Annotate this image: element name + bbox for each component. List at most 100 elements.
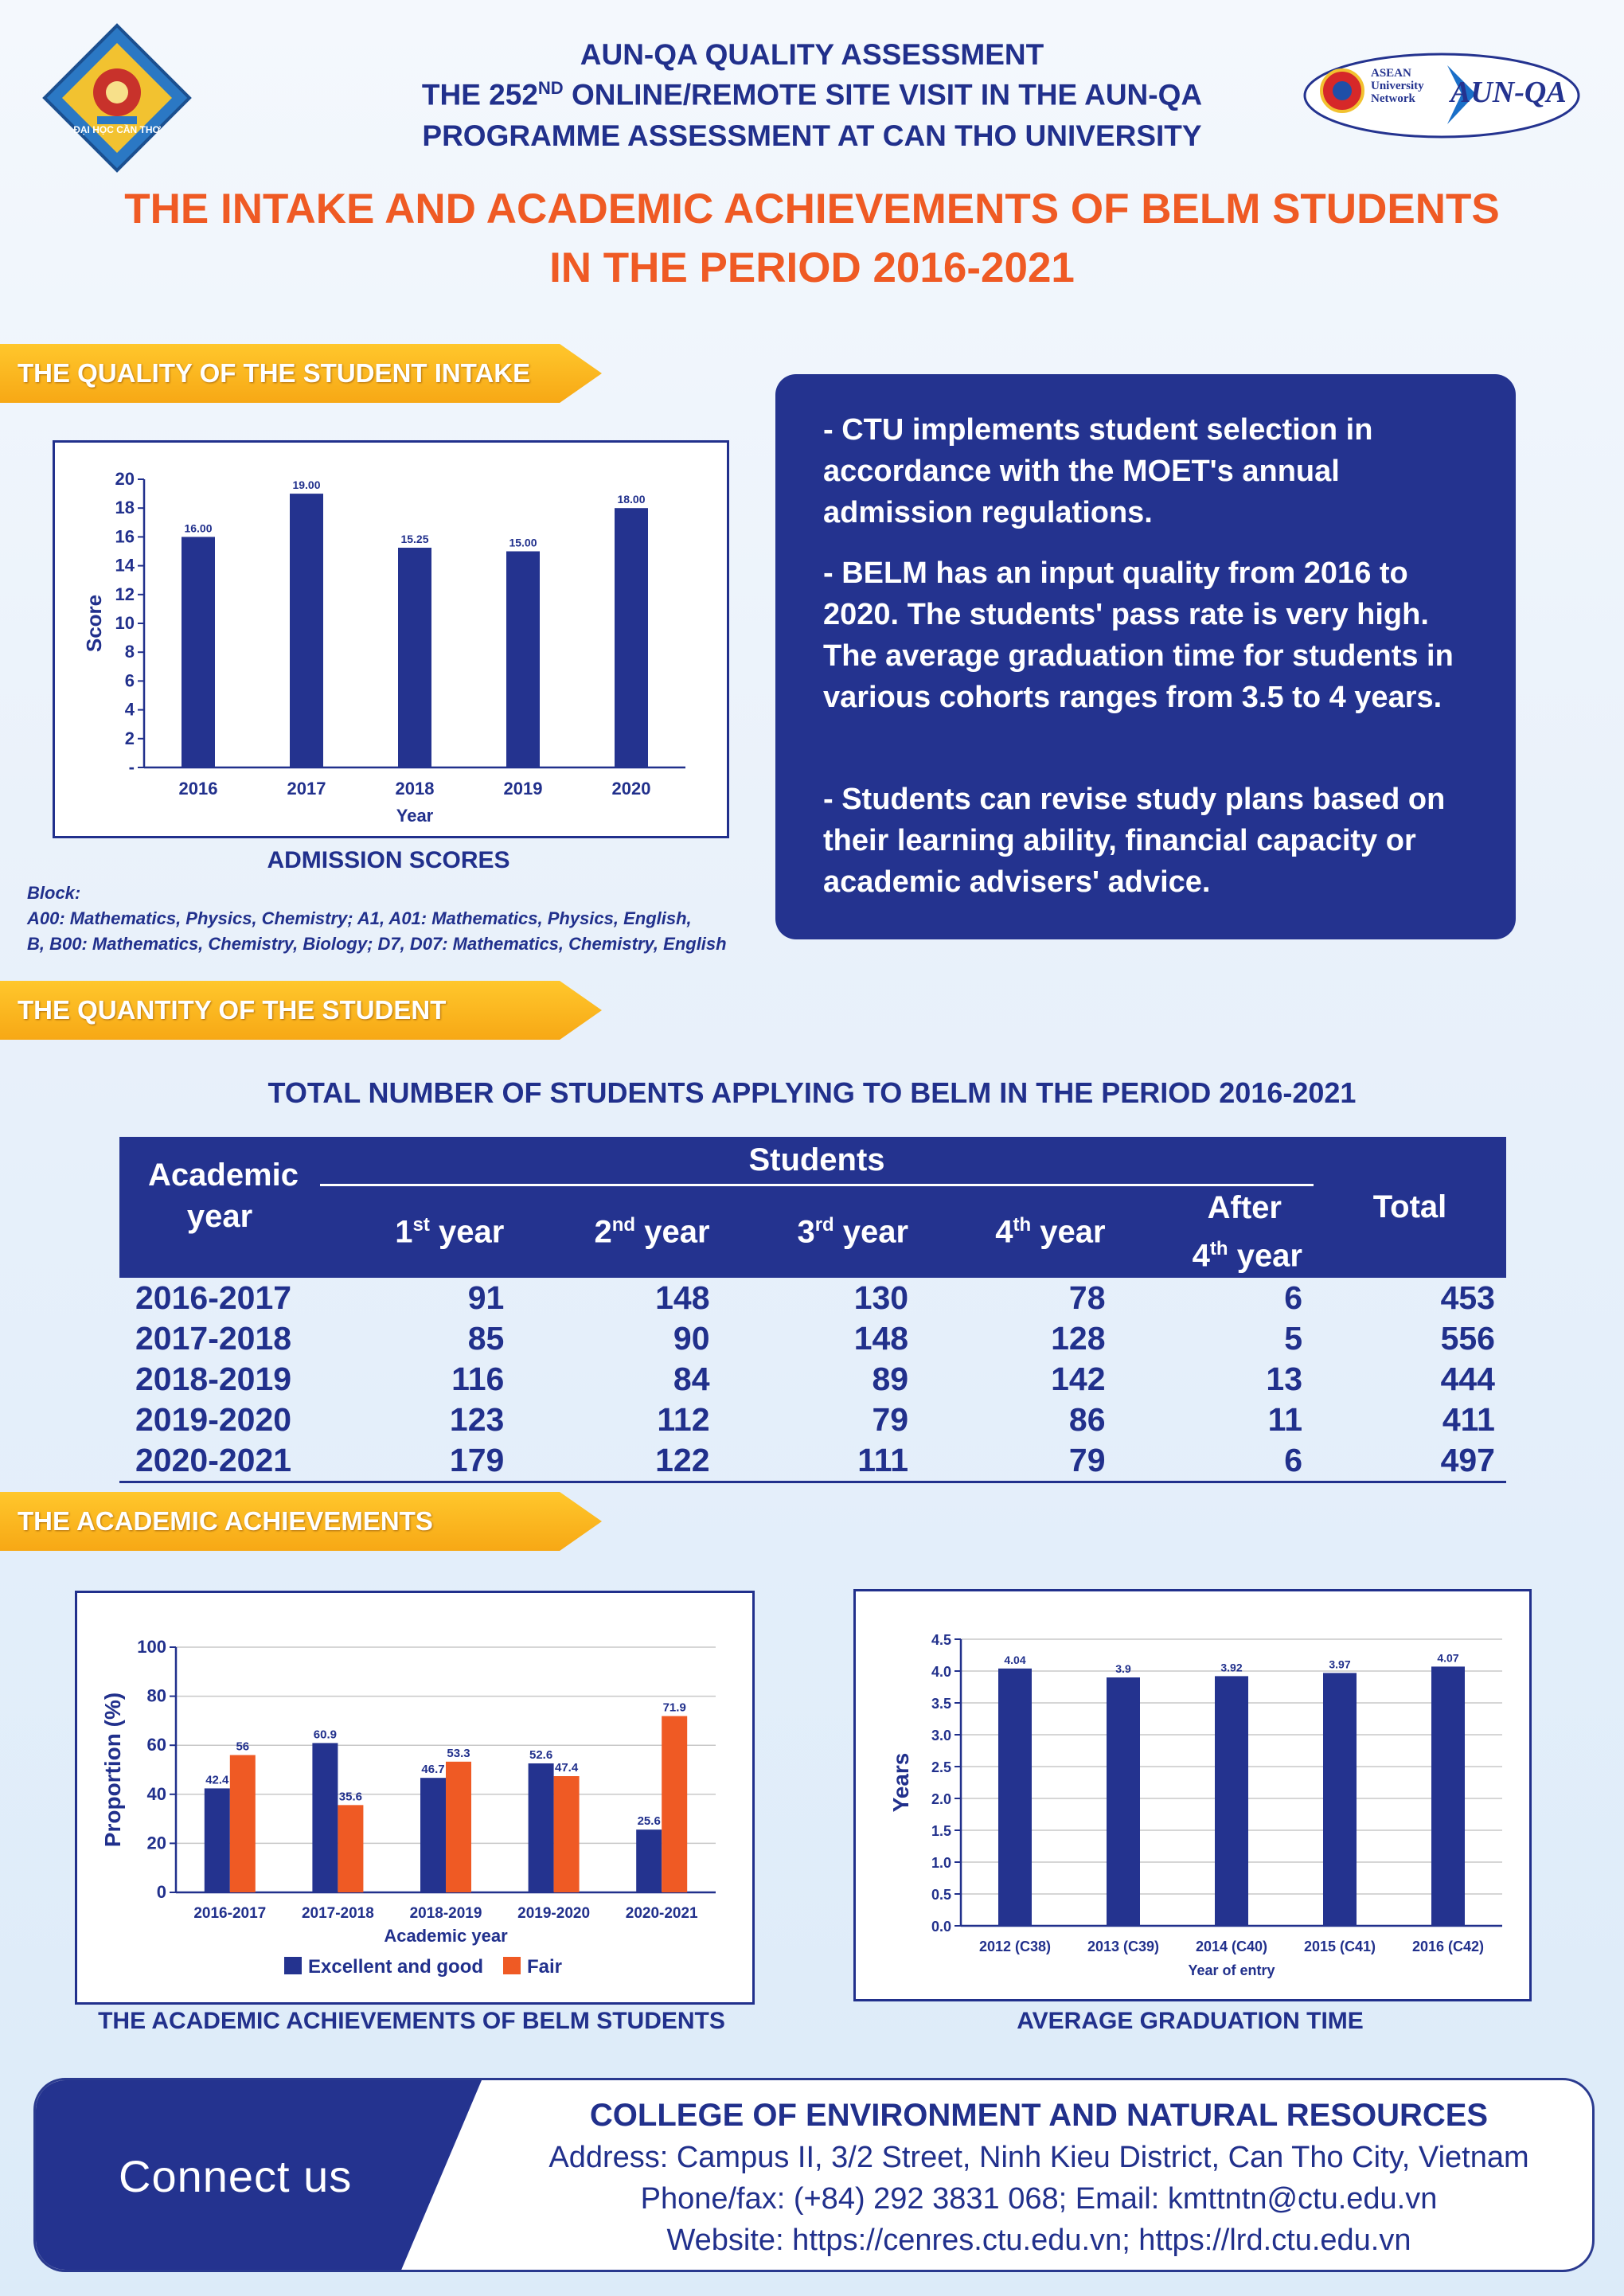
- x-tick-label: 2016 (C42): [1412, 1939, 1484, 1954]
- y-tick-label: 16: [115, 526, 135, 546]
- header-line-2-post: ONLINE/REMOTE SITE VISIT IN THE AUN-QA: [563, 78, 1203, 111]
- x-tick-label: 2019: [504, 779, 543, 799]
- data-label: 18.00: [617, 493, 645, 506]
- x-tick-label: 2016: [179, 779, 218, 799]
- bar: [338, 1805, 364, 1892]
- data-label: 35.6: [339, 1790, 362, 1803]
- th-after-num: 4: [1192, 1238, 1210, 1274]
- bar: [312, 1743, 338, 1892]
- aun-brand: AUN-QA: [1450, 76, 1567, 109]
- cell-y3: 130: [853, 1279, 909, 1316]
- y-tick-label: 2.5: [931, 1759, 951, 1775]
- th-4th-post: year: [1031, 1213, 1106, 1249]
- th-1st-year: 1st year: [320, 1185, 516, 1278]
- cell-y1: 123: [449, 1401, 505, 1438]
- header-line-2-sup: ND: [537, 78, 564, 98]
- table-row: 2018-2019 116 84 89 142 13 444: [119, 1359, 1506, 1400]
- cell-year: 2017-2018: [135, 1320, 292, 1357]
- bar: [528, 1763, 554, 1892]
- bar: [506, 551, 540, 767]
- cell-total: 411: [1442, 1401, 1495, 1438]
- th-1st-sup: st: [412, 1213, 430, 1236]
- y-tick-label: 12: [115, 584, 135, 604]
- section-title-achievements: THE ACADEMIC ACHIEVEMENTS: [18, 1506, 433, 1536]
- x-tick-label: 2020: [612, 779, 651, 799]
- bar: [553, 1776, 580, 1892]
- cell-year: 2018-2019: [135, 1361, 292, 1397]
- achievements-caption: THE ACADEMIC ACHIEVEMENTS OF BELM STUDEN…: [98, 2008, 725, 2034]
- th-after-label: After: [1207, 1190, 1282, 1226]
- cell-y2: 90: [673, 1320, 710, 1357]
- bar: [1431, 1666, 1465, 1926]
- cell-y1: 85: [467, 1320, 505, 1357]
- y-tick-label: 1.0: [931, 1855, 951, 1871]
- cell-y3: 111: [720, 1440, 920, 1483]
- cell-y1: 91: [467, 1279, 505, 1316]
- section-banner-quantity: THE QUANTITY OF THE STUDENT: [0, 981, 602, 1040]
- section-banner-intake: THE QUALITY OF THE STUDENT INTAKE: [0, 344, 602, 403]
- bar: [290, 494, 323, 767]
- legend-swatch: [284, 1957, 302, 1974]
- data-label: 47.4: [555, 1761, 579, 1775]
- cell-y2: 84: [673, 1361, 710, 1397]
- x-tick-label: 2012 (C38): [979, 1939, 1051, 1954]
- graduation-chart: 0.0 0.5 1.0 1.5 2.0 2.5 3.0 3.5 4.0 4.5 4.04 3.9 3.9…: [888, 1632, 1502, 1978]
- info-paragraph-2: - BELM has an input quality from 2016 to…: [823, 556, 1454, 714]
- aun-logo-icon: [1303, 53, 1580, 139]
- x-tick-label: 2013 (C39): [1087, 1939, 1159, 1954]
- block-line-2: B, B00: Mathematics, Chemistry, Biology;…: [27, 934, 727, 954]
- bar: [662, 1716, 688, 1892]
- x-tick-label: 2014 (C40): [1196, 1939, 1267, 1954]
- bar: [636, 1829, 662, 1892]
- y-tick-label: -: [129, 757, 135, 777]
- footer-phone: Phone/fax: (+84) 292 3831 068; Email: km…: [640, 2182, 1438, 2216]
- aun-line-2: University: [1371, 80, 1424, 92]
- th-students: Students: [320, 1137, 1314, 1186]
- ctu-logo-icon: [42, 23, 192, 173]
- footer: Connect us COLLEGE OF ENVIRONMENT AND NA…: [33, 2078, 1595, 2272]
- students-table: Academic year Students Total 1st year 2n…: [119, 1137, 1506, 1483]
- block-label: Block:: [27, 883, 81, 903]
- cell-y3: 89: [872, 1361, 909, 1397]
- bar: [446, 1761, 471, 1892]
- y-tick-label: 10: [115, 613, 135, 633]
- admission-chart-box: - 2 4 6 8 10 12 14 16 18 20 16.00 19.00 15.25 15.00 18.…: [53, 440, 729, 838]
- footer-website: Website: https://cenres.ctu.edu.vn; http…: [666, 2224, 1411, 2257]
- data-label: 4.07: [1437, 1651, 1458, 1664]
- cell-y3: 148: [853, 1320, 909, 1357]
- th-1st-num: 1: [395, 1213, 413, 1249]
- aun-logo: ASEAN University Network AUN-QA: [1302, 48, 1589, 143]
- x-axis-title: Academic year: [384, 1926, 508, 1946]
- th-after-4th-year: After 4th year: [1116, 1185, 1314, 1278]
- cell-year: 2019-2020: [135, 1401, 292, 1438]
- y-axis-title: Years: [888, 1753, 913, 1813]
- admission-scores-chart: - 2 4 6 8 10 12 14 16 18 20 16.00 19.00 15.25 15.00 18.…: [82, 469, 685, 826]
- cell-after: 6: [1116, 1440, 1314, 1483]
- cell-y2: 112: [657, 1401, 710, 1438]
- th-4th-sup: th: [1013, 1213, 1032, 1236]
- table-title: TOTAL NUMBER OF STUDENTS APPLYING TO BEL…: [267, 1076, 1357, 1109]
- cell-y4: 142: [1051, 1361, 1106, 1397]
- th-2nd-post: year: [635, 1213, 710, 1249]
- th-1st-post: year: [429, 1213, 505, 1249]
- legend-label: Fair: [527, 1956, 562, 1978]
- y-tick-label: 20: [147, 1833, 166, 1853]
- cell-year: 2016-2017: [135, 1279, 292, 1316]
- th-academic-year: Academic year: [119, 1137, 320, 1278]
- info-paragraph-1: - CTU implements student selection in ac…: [823, 413, 1373, 529]
- th-3rd-num: 3: [797, 1213, 815, 1249]
- cell-after: 11: [1267, 1401, 1302, 1438]
- section-title-quantity: THE QUANTITY OF THE STUDENT: [18, 995, 447, 1025]
- data-label: 15.25: [400, 533, 428, 545]
- th-2nd-sup: nd: [611, 1213, 636, 1236]
- th-2nd-year: 2nd year: [515, 1185, 721, 1278]
- y-tick-label: 2.0: [931, 1791, 951, 1807]
- cell-total: 556: [1440, 1320, 1495, 1357]
- y-tick-label: 40: [147, 1784, 166, 1804]
- bar: [1323, 1673, 1357, 1926]
- header-line-2: THE 252ND ONLINE/REMOTE SITE VISIT IN TH…: [0, 78, 1624, 111]
- cell-after: 13: [1266, 1361, 1302, 1397]
- data-label: 71.9: [663, 1701, 686, 1715]
- bar: [204, 1788, 230, 1892]
- data-label: 15.00: [509, 537, 537, 549]
